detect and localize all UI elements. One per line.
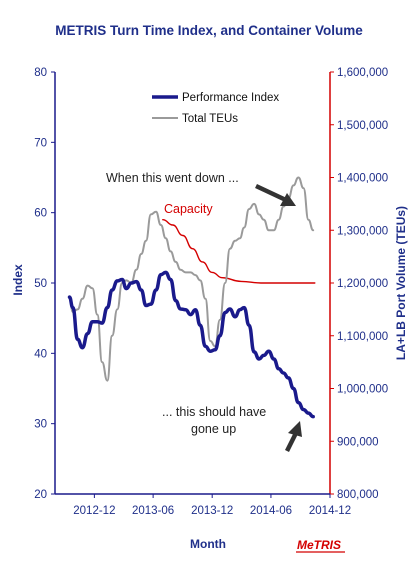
x-axis-ticks: 2012-12 2013-06 2013-12 2014-06 2014-12	[73, 494, 351, 517]
right-tick-label: 1,300,000	[337, 225, 388, 237]
annotation-should-have: ... this should have	[162, 405, 266, 419]
legend-label-performance-index: Performance Index	[182, 92, 279, 104]
left-tick-label: 20	[34, 489, 47, 501]
legend: Performance Index Total TEUs	[152, 92, 279, 125]
x-axis-title: Month	[190, 537, 226, 551]
series-capacity	[162, 219, 316, 284]
x-tick-label: 2014-06	[250, 505, 292, 517]
x-tick-label: 2013-12	[191, 505, 233, 517]
right-tick-label: 1,400,000	[337, 173, 388, 185]
right-tick-label: 1,100,000	[337, 331, 388, 343]
series-total-teus	[68, 176, 315, 382]
left-tick-label: 60	[34, 208, 47, 220]
right-axis-ticks: 800,000 900,000 1,000,000 1,100,000 1,200,00…	[330, 67, 388, 501]
legend-label-total-teus: Total TEUs	[182, 113, 238, 125]
series-performance-index	[67, 270, 315, 419]
left-tick-label: 40	[34, 348, 47, 360]
right-tick-label: 1,600,000	[337, 67, 388, 79]
x-tick-label: 2012-12	[73, 505, 115, 517]
right-tick-label: 1,500,000	[337, 120, 388, 132]
left-tick-label: 70	[34, 137, 47, 149]
right-tick-label: 1,000,000	[337, 384, 388, 396]
left-tick-label: 80	[34, 67, 47, 79]
annotation-capacity: Capacity	[164, 202, 213, 216]
left-tick-label: 50	[34, 278, 47, 290]
right-tick-label: 1,200,000	[337, 278, 388, 290]
right-axis-title: LA+LB Port Volume (TEUs)	[394, 206, 408, 360]
chart-title: METRIS Turn Time Index, and Container Vo…	[55, 23, 363, 38]
annotation-gone-up: gone up	[191, 422, 236, 436]
metris-logo: MeTRIS	[297, 538, 341, 552]
series-layer	[67, 176, 316, 419]
left-axis-ticks: 20 30 40 50 60 70 80	[34, 67, 55, 501]
arrow-down-icon	[255, 183, 296, 206]
right-tick-label: 800,000	[337, 489, 379, 501]
left-axis-title: Index	[11, 264, 25, 296]
right-tick-label: 900,000	[337, 436, 379, 448]
x-tick-label: 2013-06	[132, 505, 174, 517]
x-tick-label: 2014-12	[309, 505, 351, 517]
left-tick-label: 30	[34, 419, 47, 431]
arrow-up-icon	[284, 421, 302, 453]
annotation-went-down: When this went down ...	[106, 171, 239, 185]
